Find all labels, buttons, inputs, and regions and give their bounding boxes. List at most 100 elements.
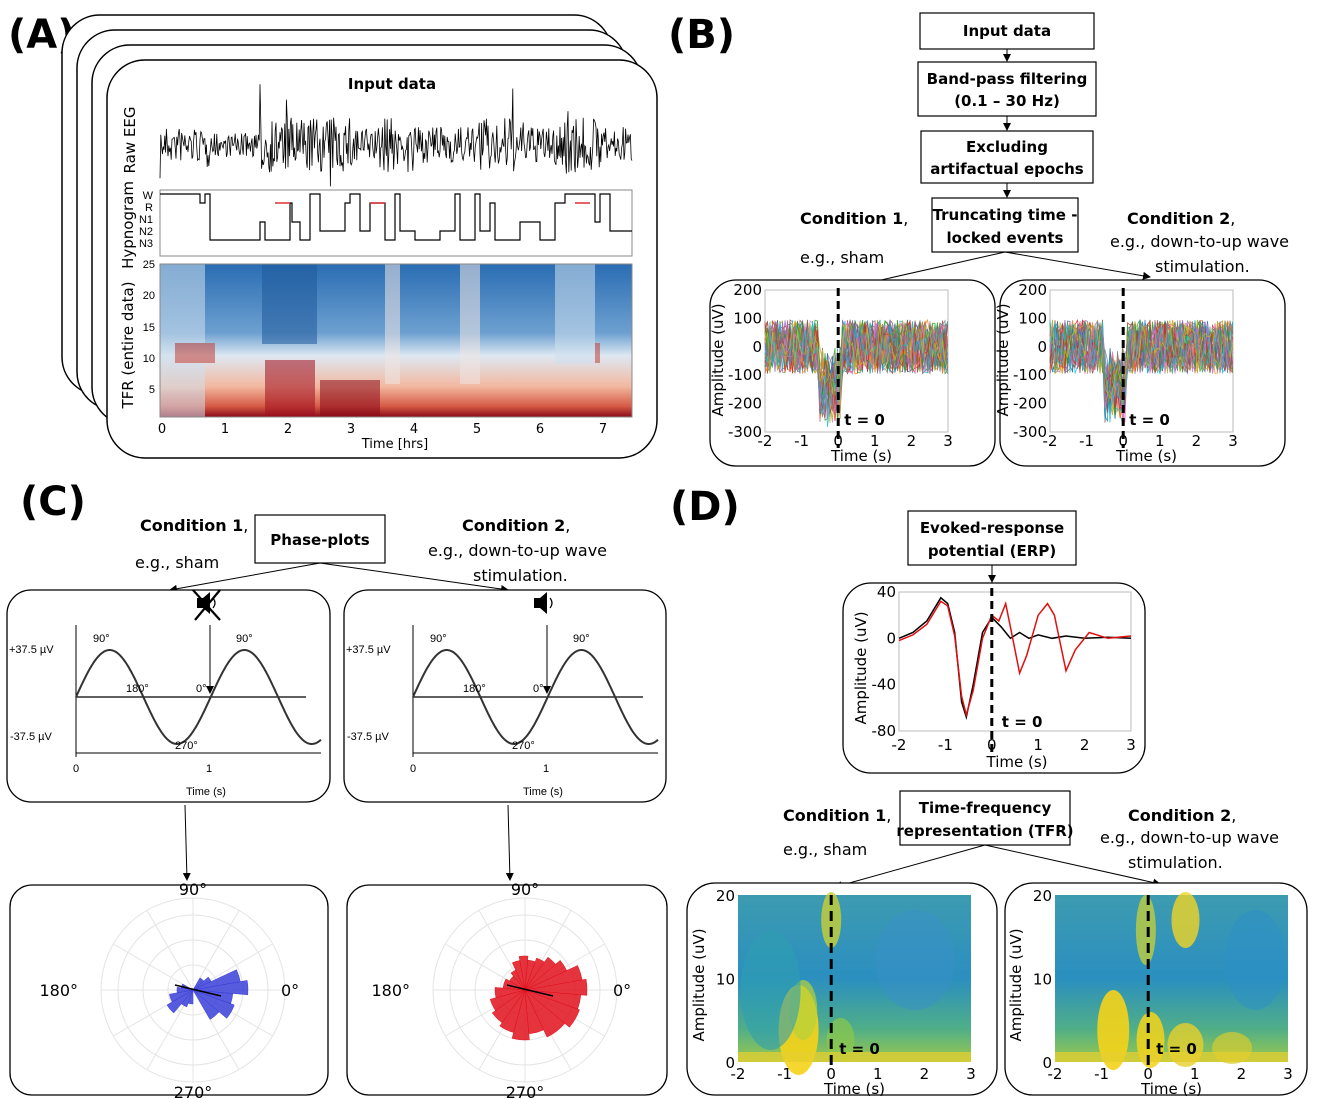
epoch-xtick: 3 [943, 432, 953, 450]
flow-arrow-right [1004, 251, 1151, 280]
tfr-ytick: 20 [1033, 887, 1052, 905]
panel-d: (D) Evoked-response potential (ERP) t = … [670, 484, 1308, 1098]
rose-petal [510, 969, 526, 991]
angle-180: 180° [463, 683, 486, 695]
rose-petal [524, 965, 583, 991]
tfr-xtick: 6 [536, 422, 544, 437]
stage-n3-label: N3 [139, 238, 153, 250]
t0-label: t = 0 [1156, 1040, 1197, 1058]
polar-label-180: 180° [39, 981, 78, 1000]
polar-label-90: 90° [179, 880, 207, 899]
tfr-xtick: 0 [826, 1065, 836, 1083]
epoch-trace [1049, 320, 1233, 404]
erp-plot: t = 0 40 0 -40 -80-2 -1 0 1 2 3 Time (s) Amplitude … [852, 583, 1136, 771]
b-plot-2: t = 0 200 100 0 -100 -200 -300-2 -1 0 1 2 3 Time (s)… [994, 281, 1238, 465]
tfr-ytick: 10 [1033, 971, 1052, 989]
tfr-xtick: 2 [284, 422, 292, 437]
tfr-ytick: 20 [143, 290, 155, 302]
c-arrow-down-1 [182, 804, 191, 881]
erp-frame [898, 591, 1132, 732]
c-cond2-desc: e.g., down-to-up wave [428, 541, 607, 560]
angle-180: 180° [126, 683, 149, 695]
tfr-box-text: Time-frequency [919, 799, 1052, 817]
raw-eeg-ylabel: Raw EEG [121, 107, 139, 174]
c-cond2: Condition 2, [462, 516, 570, 535]
epoch-trace [764, 319, 948, 418]
erp-stim-trace [898, 600, 1132, 718]
epoch-xtick: 2 [907, 432, 917, 450]
polar-label-90: 90° [511, 880, 539, 899]
raw-eeg-trace [159, 84, 633, 187]
angle-90-right: 90° [236, 633, 253, 645]
epoch-ylabel: Amplitude (uV) [709, 303, 727, 416]
flow-bandpass-text: Band-pass filtering [927, 70, 1088, 88]
tfr-frame [159, 263, 633, 418]
erp-ytick: -80 [872, 722, 897, 740]
c-sine-plot-2: +37.5 µV -37.5 µV 90° 90° 180° 0° 270° 0 1 Time (… [346, 625, 659, 798]
tfr-ytick: 0 [725, 1054, 735, 1072]
sine-xtick-1: 1 [206, 763, 212, 775]
panel-a-xlabel: Time [hrs] [361, 437, 428, 452]
epoch-xtick: 0 [1118, 432, 1128, 450]
tfr-low-band [738, 1052, 971, 1062]
erp-ytick: -40 [872, 676, 897, 694]
rose-petal [192, 969, 241, 991]
tfr-xtick: -1 [777, 1065, 792, 1083]
epoch-xtick: -1 [794, 432, 809, 450]
c-arrow-left [169, 562, 321, 593]
panel-c: (C) Phase-plots Condition 1, e.g., sham … [6, 479, 668, 1099]
epoch-ytick: 0 [752, 338, 762, 356]
b-cond1-desc: e.g., sham [800, 248, 884, 267]
epoch-ylabel: Amplitude (uV) [994, 303, 1012, 416]
tfr-xtick: 3 [966, 1065, 976, 1083]
panel-a: (A) Input data W R N1 N2 N3 [8, 12, 658, 459]
polar-spoke [146, 910, 194, 991]
angle-270: 270° [512, 740, 535, 752]
d-cond1-desc: e.g., sham [783, 840, 867, 859]
angle-0: 0° [533, 683, 544, 695]
erp-box-text-2: potential (ERP) [928, 542, 1056, 560]
tfr-xlabel: Time (s) [1140, 1080, 1202, 1098]
erp-xlabel: Time (s) [986, 753, 1048, 771]
sine-wave [75, 649, 322, 745]
flow-bandpass-range: (0.1 – 30 Hz) [954, 92, 1060, 110]
tfr-blob [1225, 910, 1286, 1010]
epoch-trace [764, 319, 948, 422]
tfr-ytick: 10 [716, 971, 735, 989]
tfr-xtick: 4 [410, 422, 418, 437]
polar-label-180: 180° [371, 981, 410, 1000]
epoch-xtick: 2 [1192, 432, 1202, 450]
rose-petal [192, 989, 235, 1019]
t0-label: t = 0 [839, 1040, 880, 1058]
tfr-blob [740, 930, 801, 1050]
angle-90-left: 90° [93, 633, 110, 645]
c-sine-plot-1: +37.5 µV -37.5 µV 90° 90° 180° 0° 270° 0 1 Time (… [9, 625, 322, 798]
d-cond2-desc-2: stimulation. [1128, 853, 1223, 872]
stage-w-label: W [143, 190, 154, 202]
c-cond1-desc: e.g., sham [135, 553, 219, 572]
epoch-ytick: -200 [728, 395, 762, 413]
epoch-ytick: -100 [1013, 366, 1047, 384]
epoch-ytick: 200 [733, 281, 762, 299]
b-plot-1: t = 0 200 100 0 -100 -200 -300-2 -1 0 1 2 3 Time (s)… [709, 281, 953, 465]
sine-y-top: +37.5 µV [346, 644, 391, 656]
c-polar-plot-1: 90° 180° 0° 270° [39, 880, 299, 1099]
speaker-muted-icon [192, 589, 221, 621]
epoch-ytick: -200 [1013, 395, 1047, 413]
flow-input-box [919, 12, 1095, 50]
c-cond2-desc-2: stimulation. [473, 566, 568, 585]
tfr-ylabel: Amplitude (uV) [690, 928, 708, 1041]
epoch-ytick: 100 [1018, 309, 1047, 327]
tfr-box [899, 790, 1071, 846]
flow-truncate-text-2: locked events [947, 229, 1064, 247]
d-cond1: Condition 1, [783, 806, 891, 825]
tfr-low-band [1055, 1052, 1288, 1062]
tfr-ytick: 10 [143, 353, 155, 365]
epoch-trace [764, 319, 948, 414]
tfr-ytick: 0 [1042, 1054, 1052, 1072]
angle-90-left: 90° [430, 633, 447, 645]
polar-label-0: 0° [613, 981, 631, 1000]
epoch-ytick: -100 [728, 366, 762, 384]
epoch-xtick: -2 [758, 432, 773, 450]
